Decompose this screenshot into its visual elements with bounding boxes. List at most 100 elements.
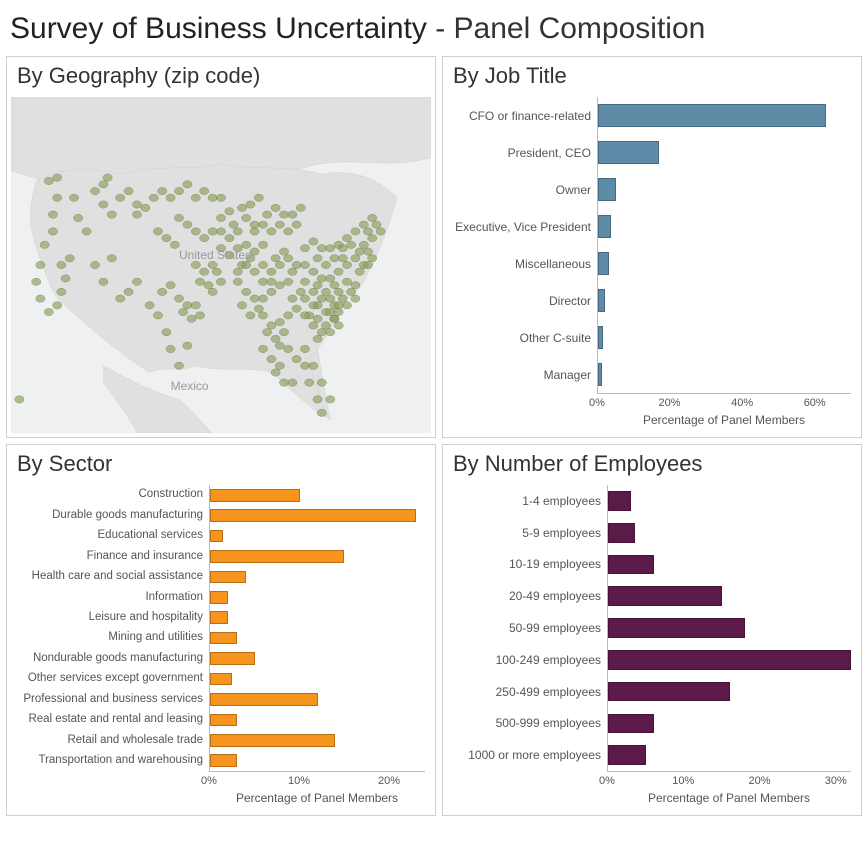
map-point — [44, 308, 53, 315]
map-point — [355, 248, 364, 255]
job_title-label: Miscellaneous — [447, 245, 591, 282]
map-point — [351, 281, 360, 288]
map-point — [107, 211, 116, 218]
map-point — [284, 312, 293, 319]
map-point — [145, 302, 154, 309]
sector-bar — [210, 611, 228, 624]
map-point — [309, 302, 318, 309]
sector-label: Retail and wholesale trade — [11, 730, 203, 750]
sector-xlabel: Percentage of Panel Members — [209, 791, 425, 811]
map-point — [53, 302, 62, 309]
map-label: Mexico — [171, 379, 209, 393]
chart-sector: ConstructionDurable goods manufacturingE… — [7, 481, 435, 815]
employees-label: 1000 or more employees — [447, 739, 601, 771]
map-point — [132, 278, 141, 285]
job_title-bar — [598, 326, 603, 349]
employees-label: 1-4 employees — [447, 485, 601, 517]
employees-bar — [608, 714, 654, 734]
map-point — [216, 278, 225, 285]
job_title-tick: 60% — [804, 397, 826, 409]
map-point — [53, 194, 62, 201]
map-point — [296, 288, 305, 295]
map-point — [300, 261, 309, 268]
map-point — [275, 261, 284, 268]
sector-bar — [210, 693, 318, 706]
employees-label: 20-49 employees — [447, 580, 601, 612]
map-point — [271, 335, 280, 342]
map-point — [309, 238, 318, 245]
map-point — [313, 281, 322, 288]
map-point — [279, 248, 288, 255]
map-point — [233, 268, 242, 275]
map-point — [191, 302, 200, 309]
map-point — [275, 318, 284, 325]
map-point — [275, 281, 284, 288]
map-point — [158, 187, 167, 194]
map-point — [359, 241, 368, 248]
sector-bar — [210, 550, 344, 563]
map-point — [363, 248, 372, 255]
job_title-xlabel: Percentage of Panel Members — [597, 413, 851, 433]
sector-bar — [210, 530, 223, 543]
map-point — [351, 228, 360, 235]
map-point — [216, 228, 225, 235]
map-point — [284, 345, 293, 352]
sector-tick: 20% — [378, 775, 400, 787]
panel-title-sector: By Sector — [7, 445, 435, 481]
map-point — [267, 288, 276, 295]
sector-bar — [210, 754, 237, 767]
map-point — [258, 261, 267, 268]
map-point — [321, 322, 330, 329]
map-point — [363, 228, 372, 235]
map-point — [48, 228, 57, 235]
map-point — [342, 234, 351, 241]
map-point — [342, 302, 351, 309]
map-point — [317, 379, 326, 386]
sector-bar — [210, 591, 228, 604]
map-point — [313, 335, 322, 342]
map-point — [376, 228, 385, 235]
map-point — [271, 204, 280, 211]
job_title-tick: 20% — [659, 397, 681, 409]
map-point — [246, 201, 255, 208]
map-point — [183, 302, 192, 309]
map-point — [334, 322, 343, 329]
map-point — [279, 211, 288, 218]
map-point — [82, 228, 91, 235]
job_title-bar — [598, 215, 611, 238]
map-point — [284, 255, 293, 262]
map-point — [275, 362, 284, 369]
title-bold: Survey of Business Uncertainty — [10, 12, 427, 45]
map-point — [132, 211, 141, 218]
map-point — [99, 278, 108, 285]
map-point — [216, 194, 225, 201]
sector-bar — [210, 489, 300, 502]
sector-label: Educational services — [11, 526, 203, 546]
map-point — [229, 221, 238, 228]
map-point — [313, 315, 322, 322]
map-point — [284, 278, 293, 285]
map-point — [166, 194, 175, 201]
map-point — [292, 221, 301, 228]
map-point — [288, 295, 297, 302]
map-point — [321, 288, 330, 295]
map-point — [275, 221, 284, 228]
map-point — [166, 345, 175, 352]
map-point — [250, 268, 259, 275]
job_title-tick: 40% — [731, 397, 753, 409]
sector-bar — [210, 571, 246, 584]
map-point — [258, 278, 267, 285]
map-point — [317, 295, 326, 302]
job_title-label: CFO or finance-related — [447, 97, 591, 134]
map-point — [258, 221, 267, 228]
map-point — [124, 187, 133, 194]
map-point — [279, 329, 288, 336]
sector-label: Durable goods manufacturing — [11, 505, 203, 525]
map-point — [166, 281, 175, 288]
sector-label: Transportation and warehousing — [11, 750, 203, 770]
map-point — [158, 288, 167, 295]
map-point — [292, 305, 301, 312]
map-point — [246, 312, 255, 319]
map-point — [242, 288, 251, 295]
job_title-label: Other C-suite — [447, 319, 591, 356]
